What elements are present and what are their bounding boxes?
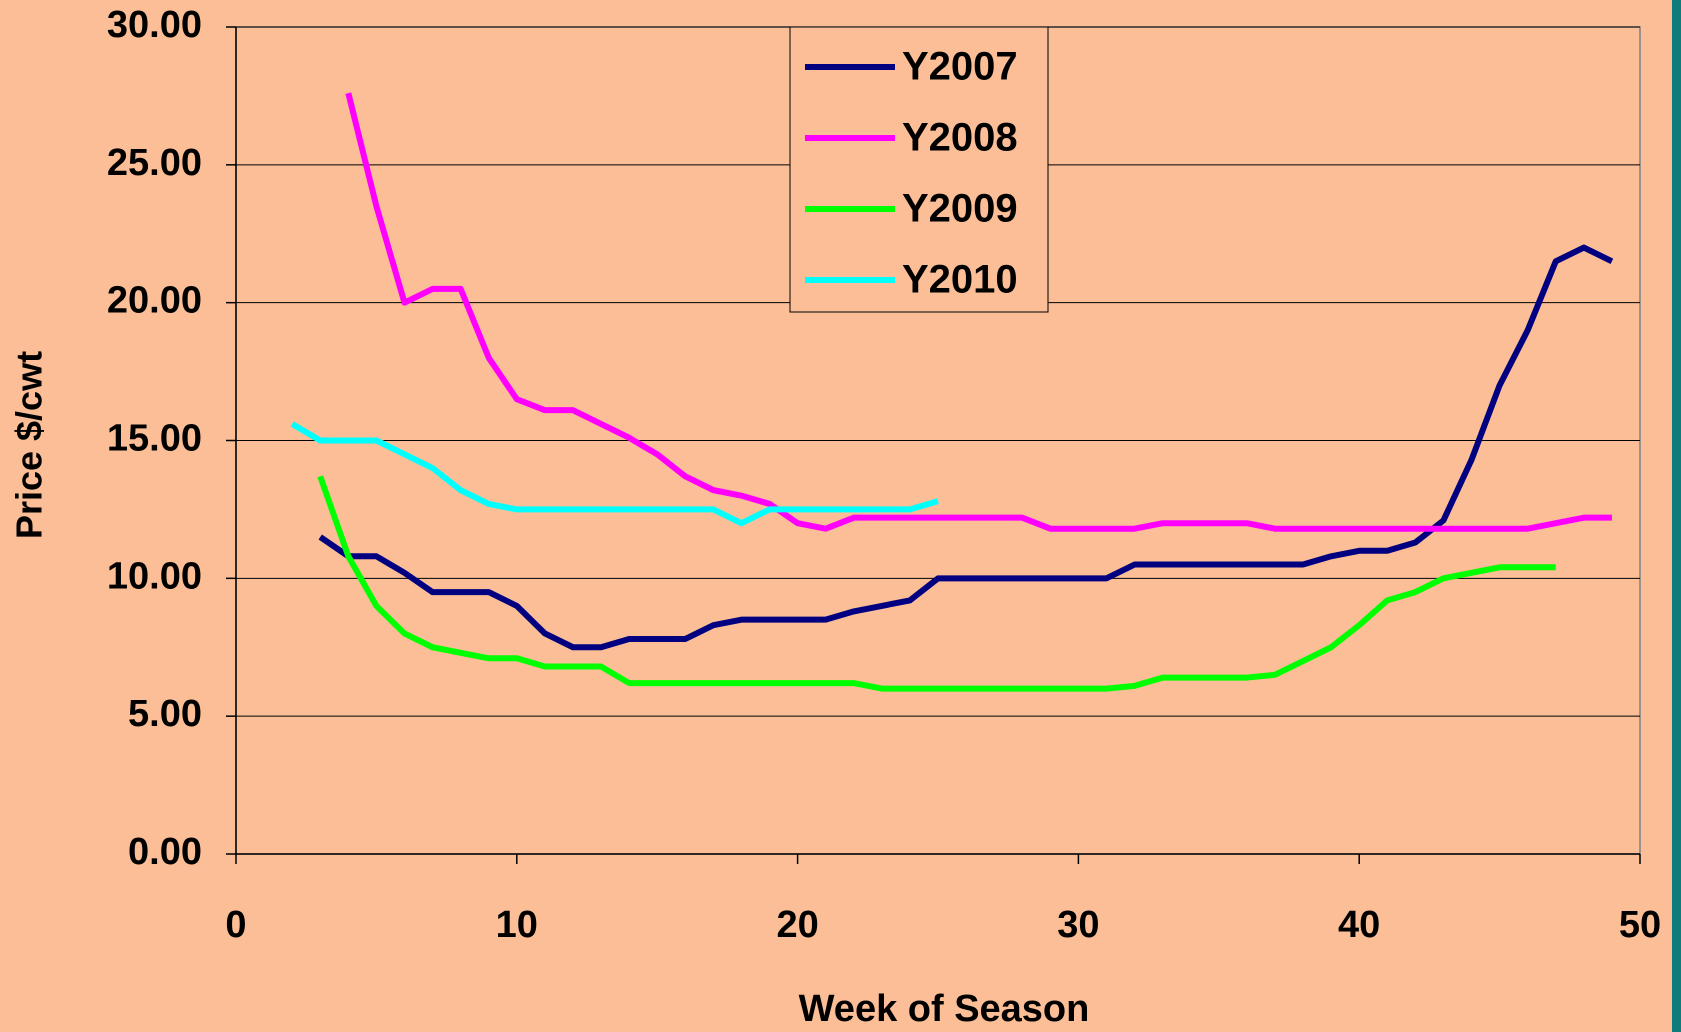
y-tick-label: 10.00 xyxy=(107,555,202,597)
y-tick-label: 20.00 xyxy=(107,280,202,322)
x-tick-label: 30 xyxy=(1057,904,1099,946)
x-tick-label: 40 xyxy=(1338,904,1380,946)
y-tick-label: 15.00 xyxy=(107,418,202,460)
series-line xyxy=(317,475,1556,692)
x-tick-label: 50 xyxy=(1619,904,1661,946)
x-axis-label: Week of Season xyxy=(799,988,1090,1030)
legend-box xyxy=(789,26,1049,313)
legend-label: Y2010 xyxy=(902,258,1018,302)
series-line xyxy=(318,244,1614,651)
y-tick-label: 30.00 xyxy=(107,4,202,46)
legend-label: Y2007 xyxy=(902,45,1018,89)
legend-label: Y2008 xyxy=(902,116,1018,160)
y-tick-label: 25.00 xyxy=(107,142,202,184)
x-tick-label: 20 xyxy=(776,904,818,946)
x-tick-label: 0 xyxy=(225,904,246,946)
y-tick-label: 0.00 xyxy=(128,831,202,873)
legend-label: Y2009 xyxy=(902,187,1018,231)
x-tick-label: 10 xyxy=(496,904,538,946)
y-tick-label: 5.00 xyxy=(128,693,202,735)
side-strip xyxy=(1672,0,1681,1032)
series-line xyxy=(290,421,939,527)
series-line xyxy=(345,92,1612,532)
y-axis-label: Price $/cwt xyxy=(9,351,50,539)
